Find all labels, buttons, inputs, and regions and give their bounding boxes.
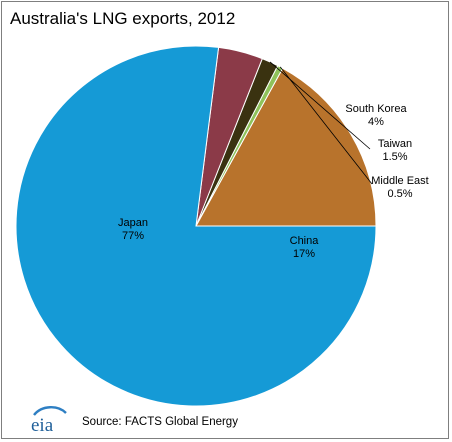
leader-line-taiwan <box>269 61 371 150</box>
slice-label-china: China <box>290 235 320 247</box>
slice-value-china: 17% <box>293 248 315 260</box>
slice-label-south-korea: South Korea <box>345 103 407 115</box>
slice-value-japan: 77% <box>122 230 144 242</box>
leader-line-middle-east <box>279 66 373 185</box>
pie-slice-china <box>195 67 377 227</box>
logo-arc-icon <box>33 406 67 416</box>
source-note: Source: FACTS Global Energy <box>82 416 238 428</box>
pie-slices <box>15 45 377 407</box>
slice-label-middle-east: Middle East <box>371 175 428 187</box>
slice-label-taiwan: Taiwan <box>378 138 412 150</box>
slice-value-middle-east: 0.5% <box>387 188 412 200</box>
logo-text: eia <box>31 415 54 435</box>
slice-value-taiwan: 1.5% <box>382 151 407 163</box>
leader-lines <box>269 61 373 185</box>
slice-value-south-korea: 4% <box>368 116 384 128</box>
chart-title: Australia's LNG exports, 2012 <box>10 9 236 28</box>
eia-logo: eia <box>31 406 67 435</box>
slice-label-japan: Japan <box>118 217 148 229</box>
pie-slice-japan <box>15 45 377 407</box>
